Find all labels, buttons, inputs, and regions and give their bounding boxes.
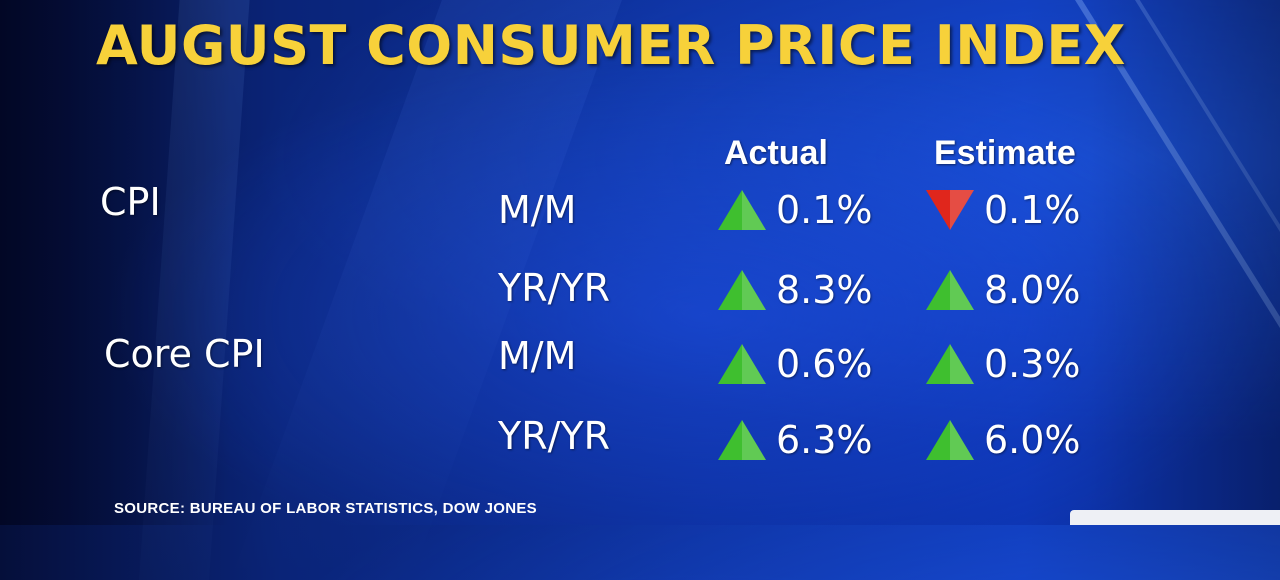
triangle-highlight xyxy=(950,420,974,460)
arrow-icon xyxy=(718,420,766,460)
source-credit: SOURCE: BUREAU OF LABOR STATISTICS, DOW … xyxy=(114,500,537,517)
table-row: YR/YR 6.3% 6.0% xyxy=(0,410,1280,470)
up-triangle xyxy=(926,420,974,460)
actual-value: 0.1% xyxy=(776,188,873,232)
triangle-highlight xyxy=(742,190,766,230)
metric-label: CPI xyxy=(100,180,161,224)
up-triangle xyxy=(718,420,766,460)
arrow-icon xyxy=(718,344,766,384)
arrow-icon xyxy=(926,420,974,460)
table-row: Core CPI M/M 0.6% 0.3% xyxy=(0,332,1280,392)
column-header-actual: Actual xyxy=(724,134,828,172)
estimate-value: 8.0% xyxy=(984,268,1081,312)
triangle-highlight xyxy=(950,270,974,310)
arrow-icon xyxy=(926,190,974,230)
column-header-estimate: Estimate xyxy=(934,134,1076,172)
period-label: M/M xyxy=(498,188,577,232)
actual-value: 8.3% xyxy=(776,268,873,312)
up-triangle xyxy=(718,344,766,384)
arrow-icon xyxy=(926,270,974,310)
table-row: YR/YR 8.3% 8.0% xyxy=(0,258,1280,318)
network-bug xyxy=(1070,510,1280,525)
arrow-icon xyxy=(926,344,974,384)
actual-value: 6.3% xyxy=(776,418,873,462)
actual-cell: 0.6% xyxy=(716,334,873,394)
estimate-value: 0.1% xyxy=(984,188,1081,232)
actual-cell: 8.3% xyxy=(716,260,873,320)
metric-label: Core CPI xyxy=(104,332,265,376)
actual-cell: 6.3% xyxy=(716,410,873,470)
actual-cell: 0.1% xyxy=(716,180,873,240)
period-label: YR/YR xyxy=(498,266,611,310)
arrow-icon xyxy=(718,190,766,230)
estimate-cell: 6.0% xyxy=(924,410,1081,470)
estimate-cell: 0.3% xyxy=(924,334,1081,394)
graphic-title: AUGUST CONSUMER PRICE INDEX xyxy=(96,14,1126,77)
period-label: YR/YR xyxy=(498,414,611,458)
up-triangle xyxy=(926,270,974,310)
triangle-highlight xyxy=(950,190,974,230)
triangle-highlight xyxy=(950,344,974,384)
up-triangle xyxy=(718,270,766,310)
up-triangle xyxy=(926,344,974,384)
actual-value: 0.6% xyxy=(776,342,873,386)
triangle-highlight xyxy=(742,344,766,384)
up-triangle xyxy=(718,190,766,230)
triangle-highlight xyxy=(742,270,766,310)
down-triangle xyxy=(926,190,974,230)
table-row: CPI M/M 0.1% 0.1% xyxy=(0,180,1280,240)
period-label: M/M xyxy=(498,334,577,378)
arrow-icon xyxy=(718,270,766,310)
estimate-cell: 0.1% xyxy=(924,180,1081,240)
estimate-cell: 8.0% xyxy=(924,260,1081,320)
triangle-highlight xyxy=(742,420,766,460)
estimate-value: 6.0% xyxy=(984,418,1081,462)
estimate-value: 0.3% xyxy=(984,342,1081,386)
